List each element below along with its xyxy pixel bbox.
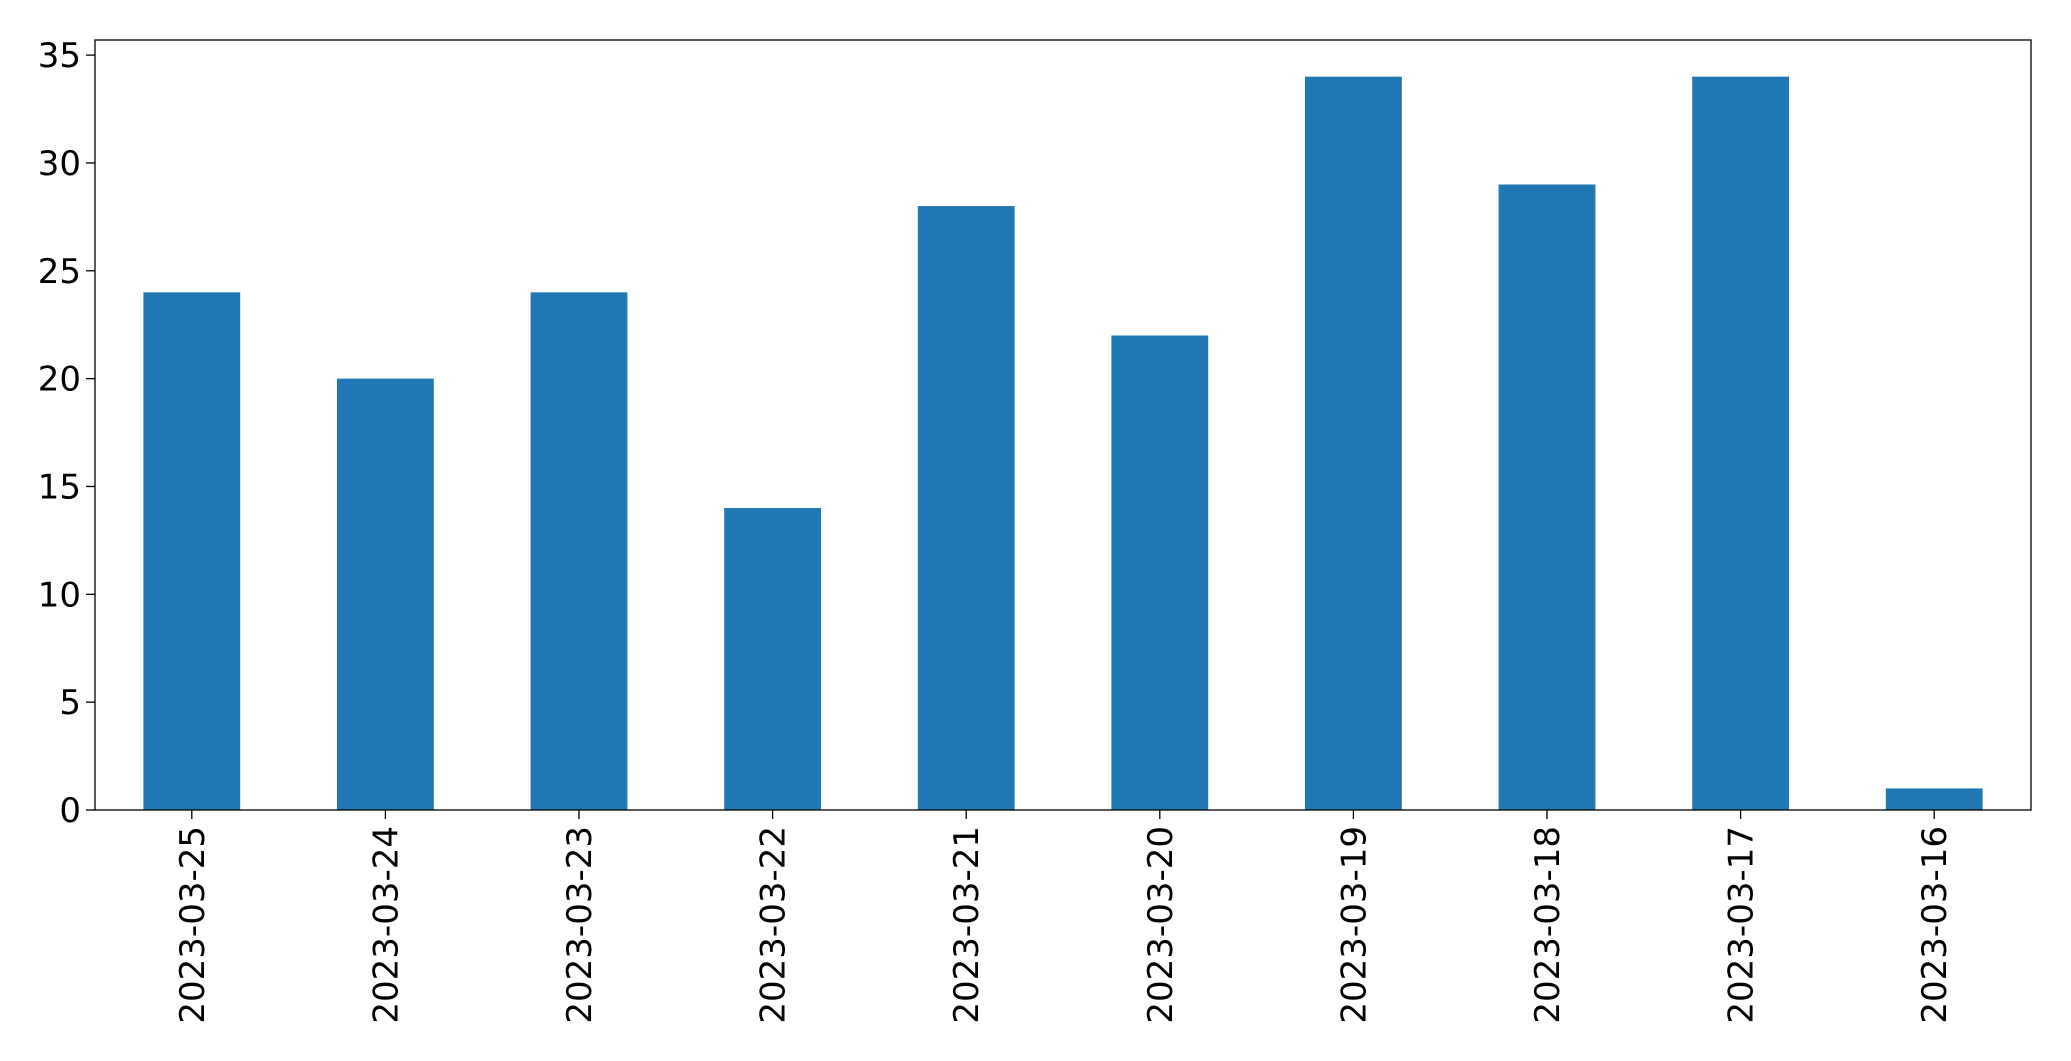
y-tick-label: 20 <box>38 360 81 400</box>
x-tick-label: 2023-03-19 <box>1334 826 1374 1024</box>
bar <box>1885 788 1983 810</box>
bar <box>724 508 821 810</box>
bar <box>1692 76 1789 810</box>
x-tick-label: 2023-03-18 <box>1528 826 1568 1024</box>
y-tick-label: 35 <box>38 36 81 76</box>
bar <box>1111 335 1209 810</box>
x-tick-label: 2023-03-25 <box>173 826 213 1024</box>
bar <box>1498 184 1596 810</box>
y-tick-label: 15 <box>38 467 81 507</box>
y-tick-label: 5 <box>59 683 81 723</box>
bar <box>143 292 241 811</box>
x-tick-label: 2023-03-17 <box>1722 826 1762 1024</box>
x-tick-label: 2023-03-20 <box>1141 826 1181 1024</box>
y-tick-label: 0 <box>59 791 81 831</box>
y-tick-label: 30 <box>38 144 81 184</box>
x-tick-label: 2023-03-24 <box>366 826 406 1024</box>
bar <box>530 292 628 811</box>
x-tick-label: 2023-03-23 <box>560 826 600 1024</box>
x-tick-label: 2023-03-16 <box>1915 826 1955 1024</box>
y-tick-label: 25 <box>38 252 81 292</box>
plot-frame <box>94 39 2032 811</box>
y-tick-label: 10 <box>38 575 81 615</box>
bar <box>917 206 1015 810</box>
bar <box>1305 76 1402 810</box>
bar <box>337 378 434 810</box>
x-tick-label: 2023-03-21 <box>947 826 987 1024</box>
x-tick-label: 2023-03-22 <box>754 826 794 1024</box>
